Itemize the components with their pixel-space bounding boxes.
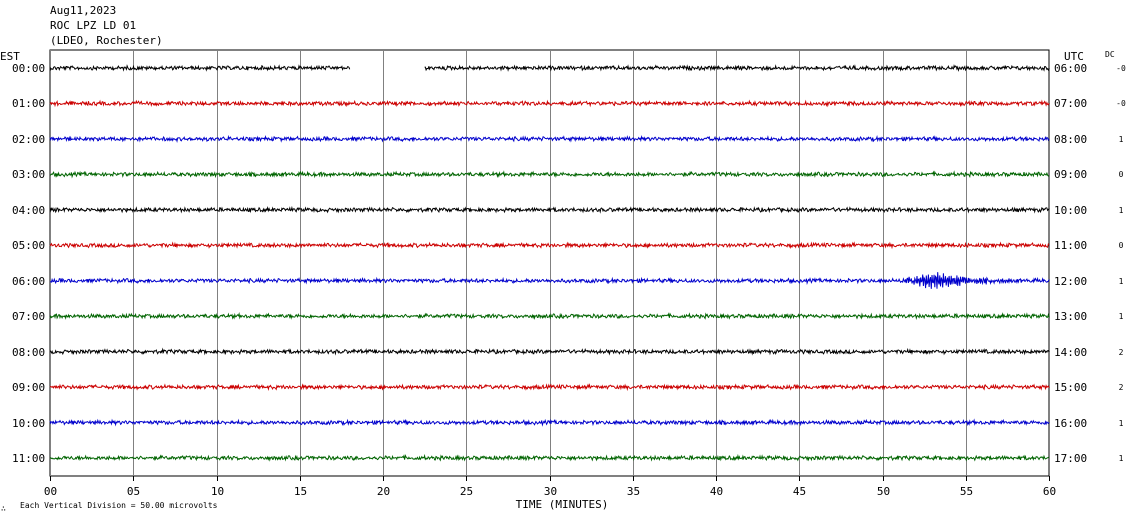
grid-lines (49, 49, 1050, 481)
dc-offset-value: 1 (1119, 277, 1124, 286)
header-date: Aug11,2023 (50, 4, 117, 17)
x-axis-title: TIME (MINUTES) (516, 498, 609, 511)
dc-offset-value: 2 (1119, 383, 1124, 392)
x-tick-label: 35 (627, 485, 640, 498)
trace-0400 (49, 205, 1050, 214)
est-hour-label: 02:00 (12, 133, 45, 146)
utc-zone-label: UTC (1064, 50, 1084, 63)
dc-offset-value: 1 (1119, 312, 1124, 321)
x-tick-label: 20 (377, 485, 390, 498)
x-tick-label: 05 (127, 485, 140, 498)
est-zone-label: EST (0, 50, 20, 63)
dc-offset-value: 1 (1119, 419, 1124, 428)
est-hour-label: 10:00 (12, 417, 45, 430)
utc-hour-label: 06:00 (1054, 62, 1087, 75)
dc-offset-value: -0 (1116, 99, 1126, 108)
trace-0000-segment-1 (49, 64, 351, 72)
dc-offset-value: -0 (1116, 64, 1126, 73)
est-hour-label: 00:00 (12, 62, 45, 75)
est-hour-label: 09:00 (12, 381, 45, 394)
utc-hour-label: 08:00 (1054, 133, 1087, 146)
plot-frame (49, 49, 1050, 477)
x-tick-label: 60 (1043, 485, 1056, 498)
x-tick-label: 00 (44, 485, 57, 498)
est-hour-label: 04:00 (12, 204, 45, 217)
x-tick-label: 10 (211, 485, 224, 498)
est-hour-label: 05:00 (12, 239, 45, 252)
trace-0100 (49, 99, 1050, 108)
utc-hour-label: 14:00 (1054, 346, 1087, 359)
utc-hour-label: 13:00 (1054, 310, 1087, 323)
utc-hour-label: 16:00 (1054, 417, 1087, 430)
dc-offset-value: 1 (1119, 454, 1124, 463)
utc-hour-label: 15:00 (1054, 381, 1087, 394)
x-tick-label: 15 (294, 485, 307, 498)
utc-hour-label: 12:00 (1054, 275, 1087, 288)
x-tick-label: 45 (793, 485, 806, 498)
trace-0000-segment-2 (424, 64, 1050, 72)
utc-hour-label: 09:00 (1054, 168, 1087, 181)
trace-0700 (49, 312, 1050, 321)
trace-1100 (49, 453, 1050, 462)
est-hour-label: 07:00 (12, 310, 45, 323)
header-network: (LDEO, Rochester) (50, 34, 163, 47)
est-hour-label: 01:00 (12, 97, 45, 110)
trace-1000 (49, 418, 1050, 427)
x-tick-label: 25 (460, 485, 473, 498)
dc-offset-value: 2 (1119, 348, 1124, 357)
trace-0300 (49, 170, 1050, 179)
trace-0800 (49, 347, 1050, 356)
corner-mark: ∴ (1, 504, 6, 513)
est-hour-label: 11:00 (12, 452, 45, 465)
utc-hour-label: 07:00 (1054, 97, 1087, 110)
trace-0200 (49, 134, 1050, 143)
x-tick-label: 40 (710, 485, 723, 498)
trace-0900 (49, 383, 1050, 392)
trace-0600 (49, 272, 1050, 289)
est-hour-label: 06:00 (12, 275, 45, 288)
utc-hour-label: 11:00 (1054, 239, 1087, 252)
header-station: ROC LPZ LD 01 (50, 19, 137, 32)
trace-group (49, 64, 1050, 462)
est-hour-label: 08:00 (12, 346, 45, 359)
dc-offset-value: 0 (1119, 241, 1124, 250)
dc-offset-value: 1 (1119, 206, 1124, 215)
trace-0500 (49, 241, 1050, 250)
dc-offset-value: 1 (1119, 135, 1124, 144)
x-tick-label: 55 (960, 485, 973, 498)
x-tick-label: 50 (877, 485, 890, 498)
dc-offset-value: 0 (1119, 170, 1124, 179)
est-hour-label: 03:00 (12, 168, 45, 181)
dc-header-label: DC (1105, 50, 1115, 59)
vertical-division-note: Each Vertical Division = 50.00 microvolt… (20, 501, 218, 510)
x-tick-label: 30 (544, 485, 557, 498)
utc-hour-label: 17:00 (1054, 452, 1087, 465)
utc-hour-label: 10:00 (1054, 204, 1087, 217)
